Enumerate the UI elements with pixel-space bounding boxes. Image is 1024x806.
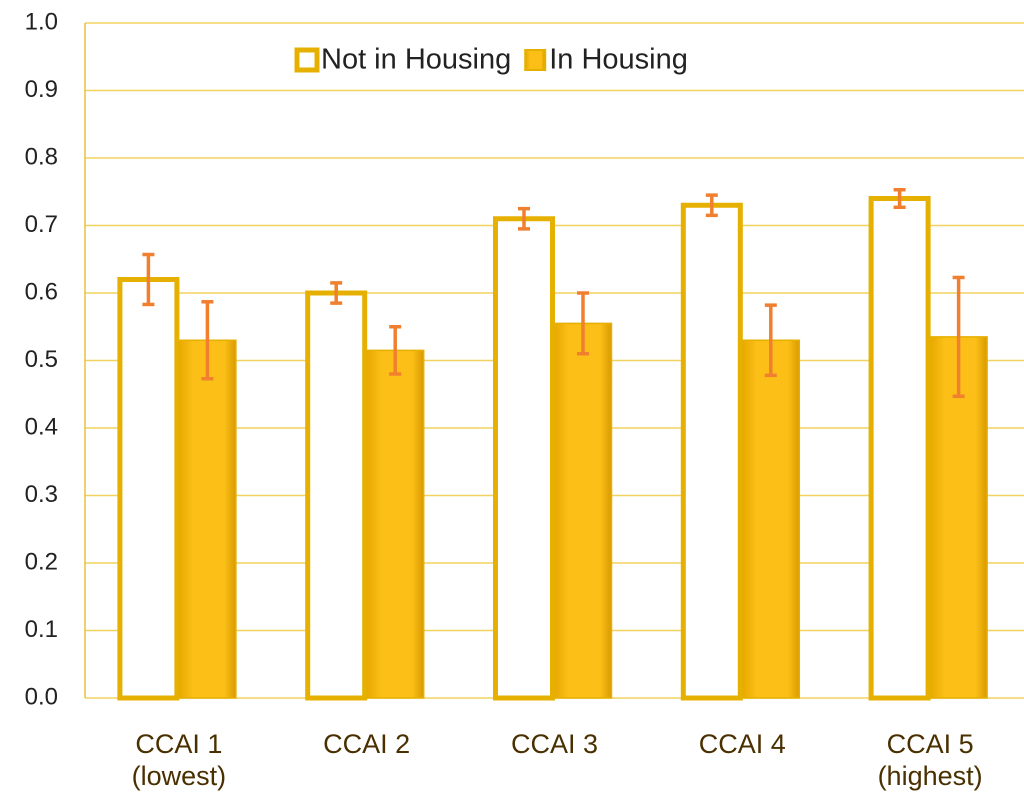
bar	[741, 339, 801, 699]
error-bar	[330, 281, 343, 305]
bar	[178, 339, 237, 699]
y-tick-label: 0.5	[25, 346, 58, 373]
error-bar	[764, 303, 777, 378]
error-bar	[142, 252, 155, 307]
legend-label: Not in Housing	[321, 44, 511, 76]
legend-swatch	[294, 47, 320, 73]
x-tick-label: CCAI 4	[698, 729, 786, 759]
error-bar	[518, 206, 530, 231]
y-tick-label: 0.2	[25, 548, 58, 575]
bar	[868, 196, 931, 701]
bar	[553, 322, 613, 699]
error-bar	[577, 291, 589, 356]
bar	[493, 216, 555, 701]
y-tick-label: 0.3	[25, 481, 58, 508]
x-tick-label: CCAI 2	[323, 729, 411, 759]
error-bar	[952, 275, 965, 399]
y-tick-label: 0.0	[25, 683, 58, 710]
y-tick-label: 1.0	[25, 8, 58, 35]
error-bar	[893, 187, 906, 210]
y-tick-label: 0.4	[25, 413, 58, 440]
y-tick-label: 0.1	[25, 616, 58, 643]
y-tick-label: 0.7	[25, 211, 58, 238]
error-bar	[389, 325, 402, 376]
bar	[680, 202, 743, 701]
bar	[117, 277, 180, 701]
bar	[305, 290, 368, 701]
legend-label: In Housing	[549, 44, 688, 76]
x-tick-label: CCAI 3	[510, 729, 599, 759]
bar	[365, 349, 425, 699]
error-bar	[201, 300, 214, 381]
x-tick-label: CCAI 1 (lowest)	[131, 729, 227, 791]
legend-swatch	[524, 49, 547, 71]
y-tick-label: 0.8	[25, 143, 58, 170]
y-tick-label: 0.9	[25, 76, 58, 103]
x-tick-label: CCAI 5 (highest)	[877, 729, 983, 791]
y-tick-label: 0.6	[25, 278, 58, 305]
error-bar	[705, 193, 718, 218]
